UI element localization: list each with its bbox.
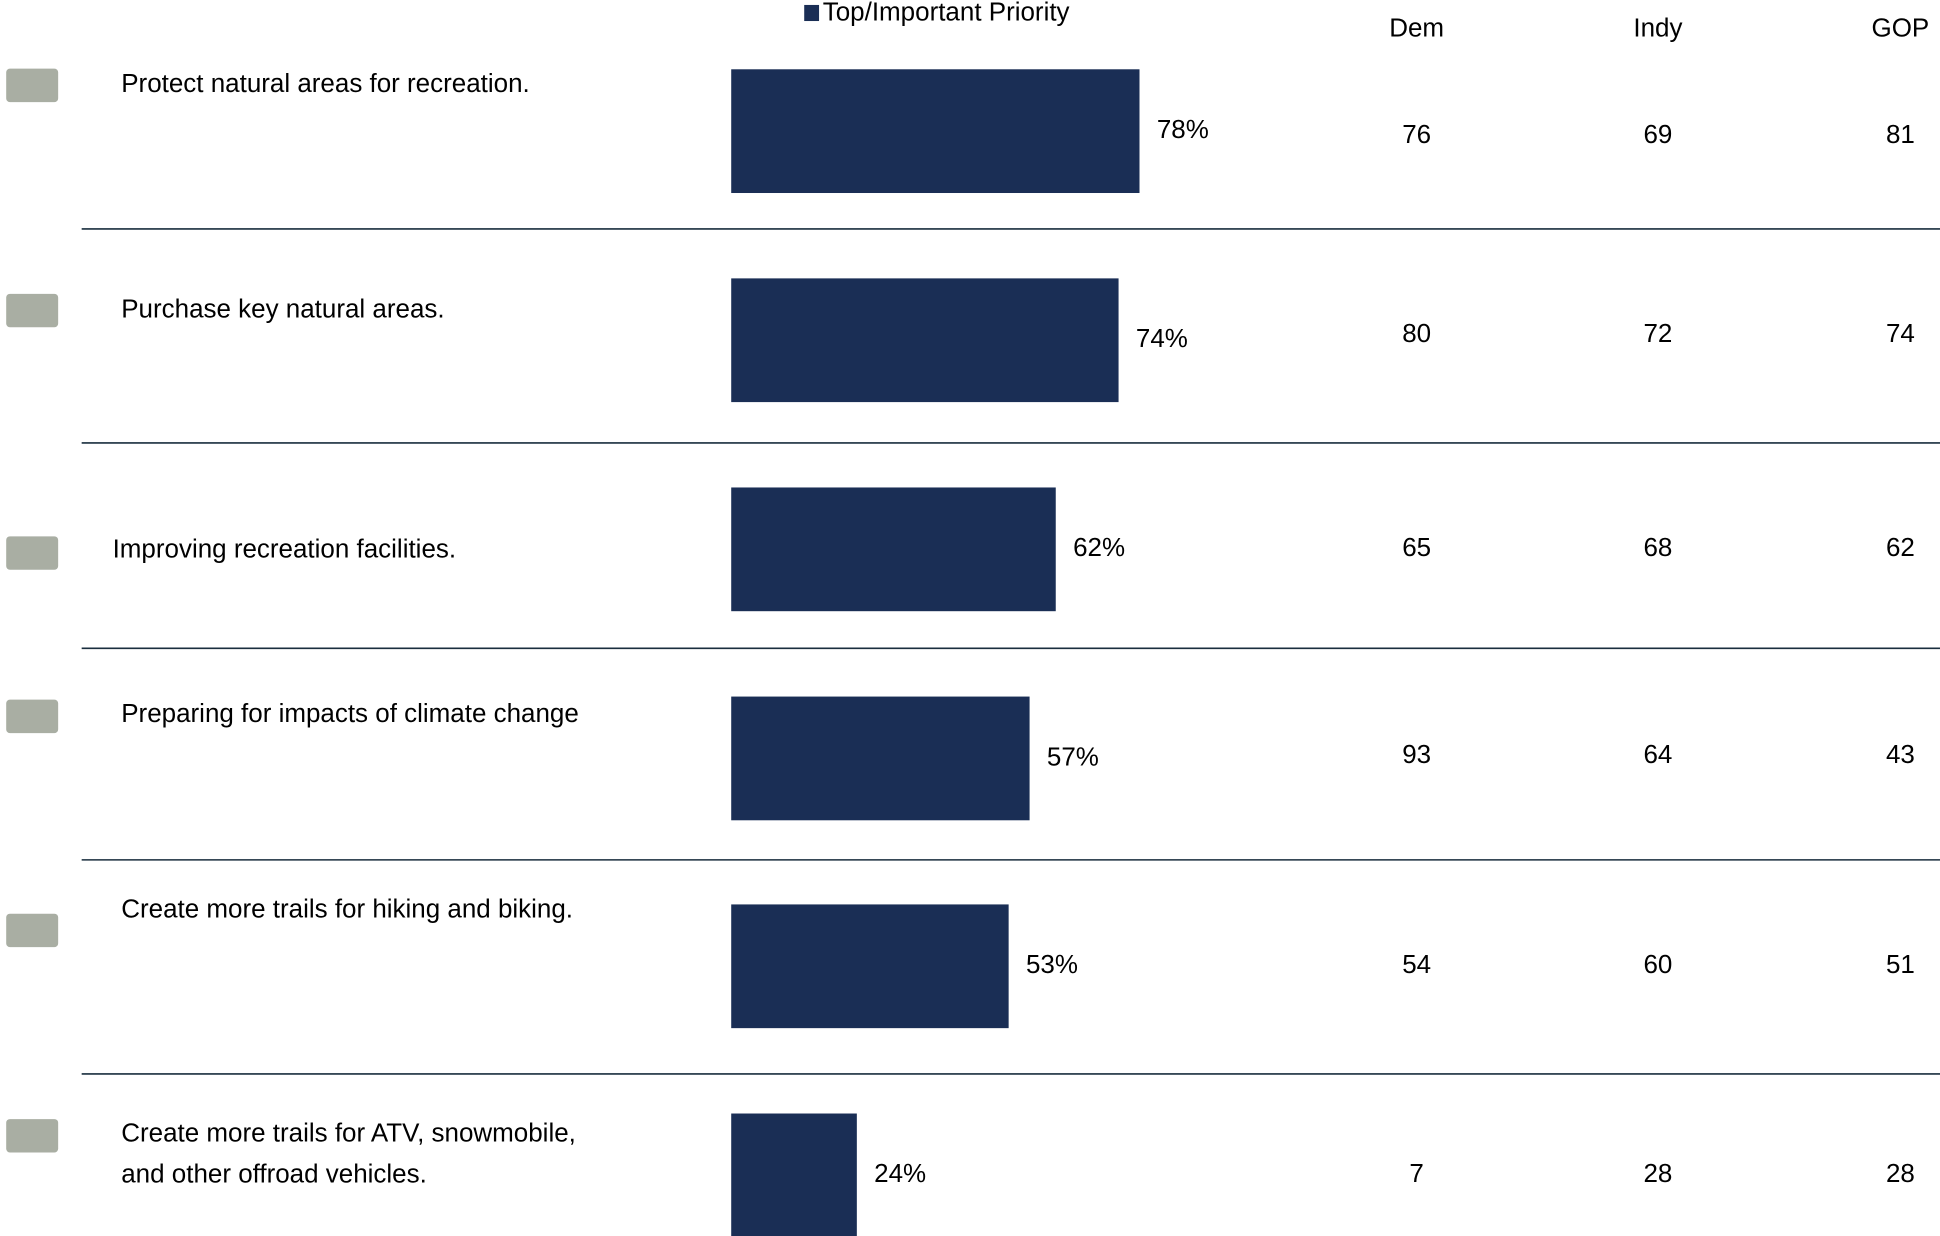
breakdown-value: 74 [1886,318,1915,348]
bar [731,696,1030,821]
column-header: GOP [1872,13,1930,43]
row-marker [6,68,59,103]
value-label: 78% [1157,114,1209,144]
breakdown-value: 54 [1402,949,1431,979]
breakdown-value: 80 [1402,318,1431,348]
breakdown-value: 72 [1643,318,1672,348]
category-label: Create more trails for ATV, snowmobile, a… [121,1117,576,1188]
row-marker [6,699,59,734]
value-label: 62% [1073,532,1125,562]
breakdown-value: 69 [1643,119,1672,149]
breakdown-value: 28 [1886,1158,1915,1188]
breakdown-value: 62 [1886,532,1915,562]
bar [731,278,1119,403]
category-label: Create more trails for hiking and biking… [121,893,573,923]
bar [731,69,1140,194]
breakdown-value: 43 [1886,739,1915,769]
breakdown-value: 28 [1643,1158,1672,1188]
breakdown-value: 7 [1409,1158,1423,1188]
breakdown-value: 76 [1402,119,1431,149]
category-label: Purchase key natural areas. [121,293,444,323]
value-label: 74% [1136,323,1188,353]
category-label: Protect natural areas for recreation. [121,68,530,98]
bar [731,487,1056,612]
row-marker [6,293,59,328]
column-header: Dem [1389,13,1444,43]
value-label: 57% [1047,741,1099,771]
breakdown-value: 64 [1643,739,1672,769]
breakdown-value: 68 [1643,532,1672,562]
column-header: Indy [1633,13,1682,43]
row-marker [6,536,59,570]
row-marker [6,913,59,948]
category-label: Improving recreation facilities. [113,533,457,563]
value-label: 24% [874,1158,926,1188]
breakdown-value: 60 [1643,949,1672,979]
legend-label: Top/Important Priority [823,0,1070,26]
bar [731,904,1009,1029]
value-label: 53% [1026,949,1078,979]
legend-swatch [804,4,820,22]
breakdown-value: 51 [1886,949,1915,979]
category-label: Preparing for impacts of climate change [121,698,579,728]
breakdown-value: 65 [1402,532,1431,562]
breakdown-value: 81 [1886,119,1915,149]
breakdown-value: 93 [1402,739,1431,769]
row-marker [6,1119,59,1153]
bar [731,1113,857,1236]
